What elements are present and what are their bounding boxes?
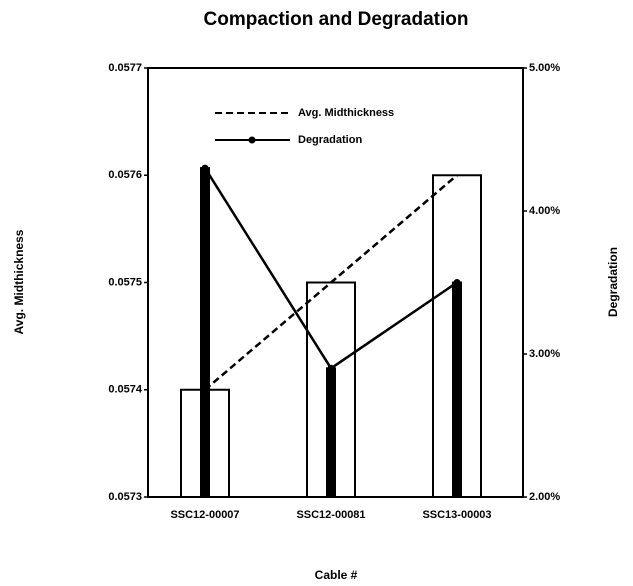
legend-marker (248, 136, 256, 144)
y2-tick-label: 4.00% (529, 205, 560, 217)
y-tick-label: 0.0573 (108, 491, 142, 503)
line-marker (201, 164, 209, 172)
series-line (204, 174, 458, 391)
y-tick-label: 0.0577 (108, 62, 142, 74)
y-axis-label: Avg. Midthickness (12, 229, 26, 334)
x-tick-label: SSC12-00007 (170, 509, 239, 521)
y2-tick-label: 3.00% (529, 348, 560, 360)
y2-tick-label: 2.00% (529, 491, 560, 503)
solid-bar (200, 167, 210, 498)
solid-bar (326, 367, 336, 498)
y-tick-label: 0.0576 (108, 169, 142, 181)
y2-tick-label: 5.00% (529, 62, 560, 74)
x-axis-label: Cable # (315, 568, 358, 582)
y2-axis-label: Degradation (606, 247, 620, 317)
solid-bar (452, 281, 462, 498)
legend-label: Avg. Midthickness (298, 107, 394, 119)
chart-title: Compaction and Degradation (204, 9, 469, 30)
line-marker (453, 279, 461, 286)
x-tick-label: SSC12-00081 (296, 509, 365, 521)
series-line (203, 167, 458, 371)
y-tick-label: 0.0575 (108, 276, 142, 288)
legend-label: Degradation (298, 134, 362, 146)
x-tick-label: SSC13-00003 (422, 509, 491, 521)
line-marker (327, 364, 335, 372)
y-tick-label: 0.0574 (108, 384, 143, 396)
